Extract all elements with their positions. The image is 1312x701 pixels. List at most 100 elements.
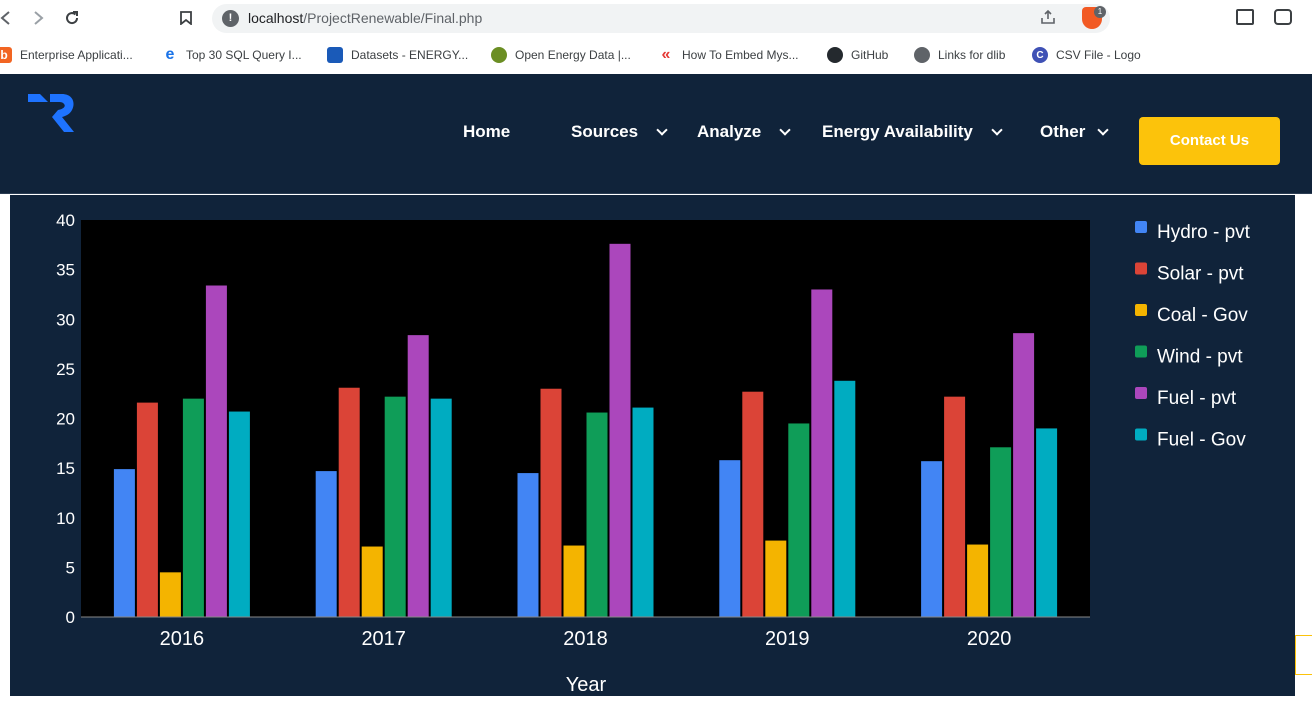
bar[interactable]: [742, 391, 764, 617]
edureka-e-icon: e: [165, 46, 175, 63]
bookmarks-bar: b Enterprise Applicati... e Top 30 SQL Q…: [0, 36, 1312, 74]
site-logo-icon[interactable]: [28, 90, 76, 136]
bar[interactable]: [719, 460, 741, 617]
chart-section: 0 5 10 15 20 25 30 35 40 2016 2017 2018 2019 2020 Ye…: [10, 195, 1295, 696]
bar[interactable]: [586, 412, 608, 617]
reload-icon[interactable]: [60, 6, 84, 30]
browser-toolbar: ! localhost/ProjectRenewable/Final.php 1: [0, 0, 1312, 36]
y-tick-label: 30: [56, 310, 75, 329]
swoosh-icon: «: [661, 46, 671, 63]
orange-square-icon: b: [0, 47, 12, 63]
bar[interactable]: [315, 471, 337, 617]
chevron-down-icon: [1097, 124, 1110, 136]
address-url: localhost/ProjectRenewable/Final.php: [248, 10, 483, 26]
bar[interactable]: [967, 544, 989, 617]
bar[interactable]: [609, 243, 631, 617]
chevron-down-icon: [656, 124, 668, 136]
legend-swatch: [1135, 304, 1147, 316]
bookmark-item[interactable]: e Top 30 SQL Query I...: [162, 46, 302, 64]
bar[interactable]: [811, 289, 833, 617]
y-tick-label: 40: [56, 211, 75, 230]
bookmark-item[interactable]: Open Energy Data |...: [491, 46, 631, 64]
bar[interactable]: [113, 469, 135, 617]
legend-label[interactable]: Fuel - Gov: [1157, 430, 1246, 451]
x-tick-label: 2017: [361, 628, 406, 650]
bookmark-item[interactable]: « How To Embed Mys...: [658, 46, 799, 64]
bar[interactable]: [430, 398, 452, 617]
y-tick-label: 20: [56, 410, 75, 429]
nav-analyze[interactable]: Analyze: [697, 122, 791, 142]
x-tick-label: 2016: [160, 628, 205, 650]
nav-sources[interactable]: Sources: [571, 122, 668, 142]
legend-swatch: [1135, 387, 1147, 399]
contact-us-button[interactable]: Contact Us: [1139, 117, 1280, 165]
y-tick-label: 5: [66, 558, 75, 577]
back-icon[interactable]: [0, 6, 18, 30]
side-tab: [1295, 635, 1312, 675]
legend-label[interactable]: Solar - pvt: [1157, 264, 1244, 285]
bar[interactable]: [1036, 428, 1058, 617]
bookmark-item[interactable]: b Enterprise Applicati...: [0, 46, 133, 64]
y-tick-label: 35: [56, 261, 75, 280]
extension-badge: 1: [1094, 6, 1106, 18]
site-info-icon[interactable]: !: [222, 10, 239, 27]
seal-icon: [491, 47, 507, 63]
x-tick-label: 2018: [563, 628, 608, 650]
bar[interactable]: [182, 398, 204, 617]
bookmark-item[interactable]: GitHub: [827, 46, 888, 64]
site-header: Home Sources Analyze Energy Availability…: [0, 74, 1312, 194]
bar[interactable]: [921, 461, 943, 617]
share-icon[interactable]: [1040, 9, 1056, 29]
wallet-icon[interactable]: [1274, 9, 1292, 25]
book-icon: [327, 47, 343, 63]
nav-other[interactable]: Other: [1040, 122, 1110, 142]
x-tick-label: 2019: [765, 628, 810, 650]
bar[interactable]: [228, 411, 250, 617]
bookmark-item[interactable]: C CSV File - Logo: [1032, 46, 1141, 64]
bar[interactable]: [540, 388, 562, 617]
legend-label[interactable]: Fuel - pvt: [1157, 388, 1237, 409]
y-tick-label: 0: [66, 608, 75, 627]
bar[interactable]: [136, 402, 158, 617]
forward-icon[interactable]: [26, 6, 50, 30]
legend-label[interactable]: Hydro - pvt: [1157, 222, 1251, 243]
sidebar-toggle-icon[interactable]: [1236, 9, 1254, 25]
bar[interactable]: [944, 396, 966, 617]
bookmark-item[interactable]: Links for dlib: [914, 46, 1005, 64]
legend-swatch: [1135, 345, 1147, 358]
nav-energy-availability[interactable]: Energy Availability: [822, 122, 1003, 142]
bar[interactable]: [990, 447, 1012, 617]
c-logo-icon: C: [1032, 47, 1048, 63]
bar[interactable]: [788, 423, 810, 617]
chevron-down-icon: [991, 124, 1003, 136]
bar[interactable]: [384, 396, 406, 617]
y-tick-label: 10: [56, 509, 75, 528]
bar[interactable]: [1013, 333, 1035, 617]
y-tick-label: 15: [56, 459, 75, 478]
bar[interactable]: [765, 540, 787, 617]
bar[interactable]: [834, 380, 856, 617]
bar-chart: 0 5 10 15 20 25 30 35 40 2016 2017 2018 2019 2020 Ye…: [56, 211, 1251, 696]
address-bar[interactable]: ! localhost/ProjectRenewable/Final.php 1: [212, 4, 1110, 33]
bar[interactable]: [338, 387, 360, 617]
bar[interactable]: [205, 285, 227, 617]
y-tick-label: 25: [56, 360, 75, 379]
bookmark-icon[interactable]: [174, 6, 198, 30]
chevron-down-icon: [779, 124, 791, 136]
bar[interactable]: [563, 545, 585, 617]
bookmark-item[interactable]: Datasets - ENERGY...: [327, 46, 468, 64]
legend-swatch: [1135, 428, 1147, 441]
legend-swatch: [1135, 221, 1147, 233]
legend-label[interactable]: Coal - Gov: [1157, 305, 1248, 326]
x-tick-label: 2020: [967, 628, 1012, 650]
nav-home[interactable]: Home: [463, 122, 511, 141]
bar[interactable]: [159, 572, 181, 617]
bar[interactable]: [517, 473, 539, 617]
legend-label[interactable]: Wind - pvt: [1157, 347, 1243, 368]
globe-icon: [914, 47, 930, 63]
github-icon: [827, 47, 843, 63]
bar[interactable]: [407, 335, 429, 617]
bar[interactable]: [632, 407, 654, 617]
legend-swatch: [1135, 262, 1147, 275]
bar[interactable]: [361, 546, 383, 617]
